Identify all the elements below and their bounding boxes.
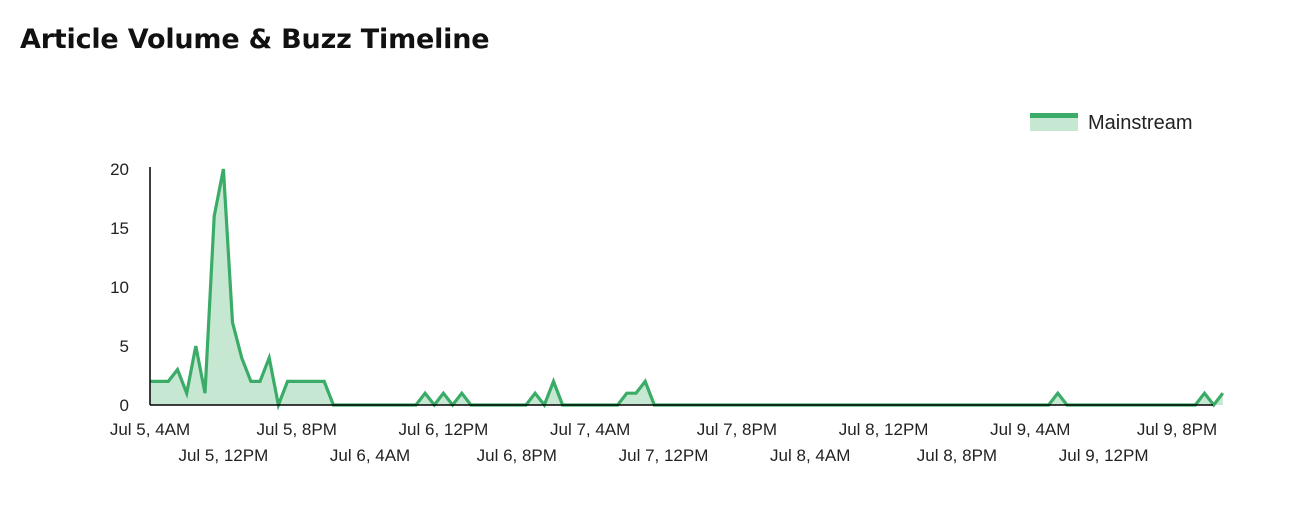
x-tick-label: Jul 9, 8PM — [1137, 420, 1217, 439]
x-tick-label: Jul 8, 4AM — [770, 446, 850, 465]
x-tick-label: Jul 7, 8PM — [697, 420, 777, 439]
chart-title: Article Volume & Buzz Timeline — [20, 24, 490, 55]
x-tick-label: Jul 5, 4AM — [110, 420, 190, 439]
series-area-mainstream — [150, 169, 1223, 405]
legend-swatch-fill — [1030, 117, 1078, 131]
y-tick-label: 20 — [110, 160, 129, 179]
legend-label-mainstream: Mainstream — [1088, 112, 1193, 134]
x-tick-label: Jul 9, 4AM — [990, 420, 1070, 439]
x-tick-label: Jul 5, 12PM — [178, 446, 268, 465]
x-tick-label: Jul 7, 12PM — [619, 446, 709, 465]
y-tick-label: 0 — [120, 396, 129, 415]
x-tick-label: Jul 6, 8PM — [477, 446, 557, 465]
y-tick-label: 10 — [110, 278, 129, 297]
legend-swatch-mainstream — [1030, 112, 1078, 135]
y-tick-label: 15 — [110, 219, 129, 238]
x-tick-label: Jul 8, 12PM — [839, 420, 929, 439]
x-tick-label: Jul 7, 4AM — [550, 420, 630, 439]
x-tick-label: Jul 9, 12PM — [1059, 446, 1149, 465]
legend-swatch-line — [1030, 112, 1078, 118]
x-tick-label: Jul 6, 12PM — [399, 420, 489, 439]
x-tick-label: Jul 5, 8PM — [257, 420, 337, 439]
series-line-mainstream — [150, 168, 1225, 411]
x-tick-label: Jul 6, 4AM — [330, 446, 410, 465]
legend: Mainstream — [1030, 112, 1192, 135]
y-tick-label: 5 — [120, 337, 129, 356]
x-tick-label: Jul 8, 8PM — [917, 446, 997, 465]
